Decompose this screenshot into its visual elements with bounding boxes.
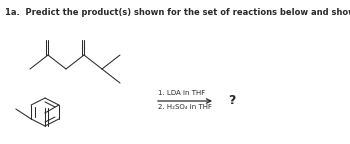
Text: 1. LDA in THF: 1. LDA in THF <box>158 90 205 96</box>
Text: 2. H₂SO₄ in THF: 2. H₂SO₄ in THF <box>158 104 212 110</box>
Text: ?: ? <box>228 94 235 108</box>
Text: 1a.  Predict the product(s) shown for the set of reactions below and show the fu: 1a. Predict the product(s) shown for the… <box>5 8 350 17</box>
